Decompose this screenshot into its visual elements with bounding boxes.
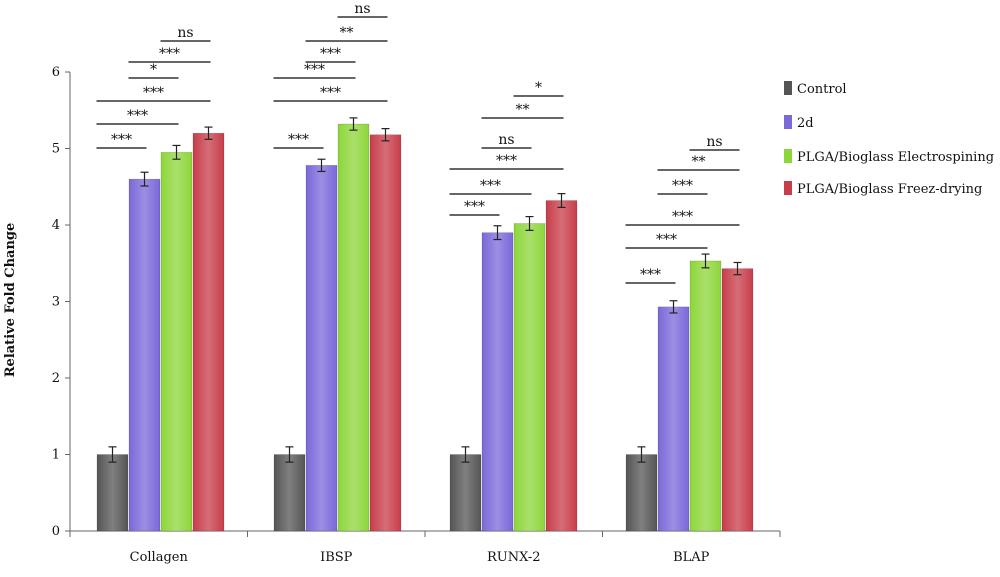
y-tick-label: 3 [52, 295, 60, 310]
significance-label: *** [656, 232, 677, 248]
significance-label: *** [127, 108, 148, 124]
significance-label: ns [706, 134, 722, 150]
bar [128, 178, 161, 532]
significance-label: *** [159, 46, 180, 62]
significance-label: *** [464, 199, 485, 215]
bar [96, 454, 129, 532]
significance-label: ns [498, 132, 514, 148]
significance-label: *** [672, 178, 693, 194]
legend-swatch [784, 181, 792, 195]
x-category-label: BLAP [673, 550, 710, 565]
y-tick-label: 1 [52, 448, 60, 463]
significance-label: ** [692, 154, 706, 170]
legend-label: Control [797, 82, 847, 97]
legend-label: PLGA/Bioglass Electrospining [797, 150, 994, 165]
significance-label: ns [177, 25, 193, 41]
bar [689, 260, 722, 532]
bar [449, 454, 482, 532]
x-category-label: IBSP [320, 550, 353, 565]
bar [273, 454, 306, 532]
bar [657, 306, 690, 532]
significance-label: *** [320, 85, 341, 101]
significance-label: *** [640, 267, 661, 283]
legend-label: 2d [797, 116, 814, 131]
bar [513, 223, 546, 532]
significance-label: ** [516, 102, 530, 118]
bar [481, 232, 514, 532]
significance-label: *** [304, 62, 325, 78]
significance-label: ns [354, 1, 370, 17]
x-category-label: RUNX-2 [487, 550, 541, 565]
bar [625, 454, 658, 532]
significance-label: *** [496, 153, 517, 169]
bars [96, 117, 754, 532]
y-tick-label: 0 [52, 524, 60, 539]
bar [305, 165, 338, 532]
significance-label: *** [143, 85, 164, 101]
significance-label: *** [111, 132, 132, 148]
legend-swatch [784, 149, 792, 163]
legend-label: PLGA/Bioglass Freez-drying [797, 182, 982, 197]
y-tick-label: 5 [52, 142, 60, 157]
significance-label: *** [288, 132, 309, 148]
significance-label: *** [320, 46, 341, 62]
bar [369, 134, 402, 532]
y-tick-label: 2 [52, 371, 60, 386]
y-axis-label: Relative Fold Change [3, 223, 18, 378]
significance-label: * [150, 62, 157, 78]
bar [192, 132, 225, 532]
y-tick-label: 6 [52, 65, 60, 80]
legend: Control 2d PLGA/Bioglass Electrospining PLG… [784, 81, 994, 197]
x-category-label: Collagen [130, 550, 189, 565]
bar [160, 152, 193, 532]
significance-label: *** [672, 209, 693, 225]
legend-swatch [784, 81, 792, 95]
bar [721, 268, 754, 532]
y-tick-label: 4 [52, 218, 60, 233]
bar [545, 200, 578, 532]
legend-swatch [784, 115, 792, 129]
significance-label: ** [340, 25, 354, 41]
significance-label: * [535, 80, 542, 96]
bar [337, 123, 370, 532]
significance-markers: *************ns**************ns*********… [96, 1, 740, 284]
significance-label: *** [480, 178, 501, 194]
